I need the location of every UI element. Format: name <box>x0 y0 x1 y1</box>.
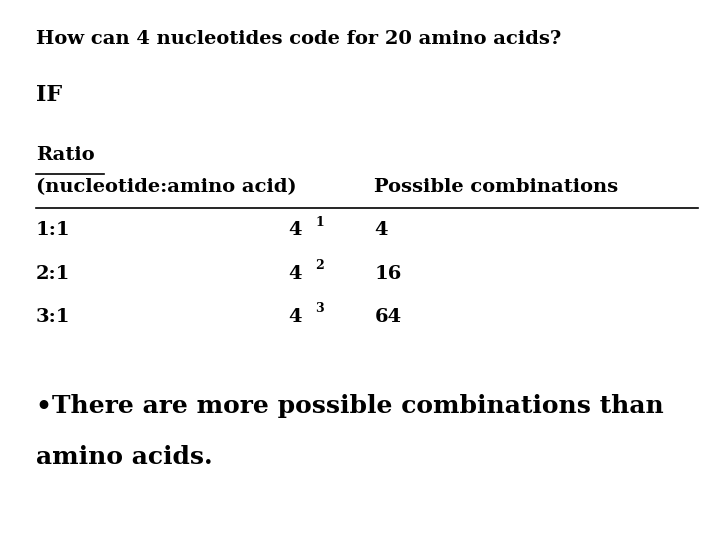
Text: 1: 1 <box>315 216 324 229</box>
Text: How can 4 nucleotides code for 20 amino acids?: How can 4 nucleotides code for 20 amino … <box>36 30 562 48</box>
Text: Ratio: Ratio <box>36 146 94 164</box>
Text: 4: 4 <box>288 221 302 239</box>
Text: amino acids.: amino acids. <box>36 446 212 469</box>
Text: •There are more possible combinations than: •There are more possible combinations th… <box>36 394 664 418</box>
Text: 1:1: 1:1 <box>36 221 71 239</box>
Text: 2: 2 <box>315 259 324 272</box>
Text: 16: 16 <box>374 265 402 282</box>
Text: 4: 4 <box>374 221 388 239</box>
Text: 4: 4 <box>288 265 302 282</box>
Text: 64: 64 <box>374 308 402 326</box>
Text: IF: IF <box>36 84 62 106</box>
Text: 2:1: 2:1 <box>36 265 71 282</box>
Text: 3: 3 <box>315 302 324 315</box>
Text: (nucleotide:amino acid): (nucleotide:amino acid) <box>36 178 297 196</box>
Text: 4: 4 <box>288 308 302 326</box>
Text: Possible combinations: Possible combinations <box>374 178 618 196</box>
Text: 3:1: 3:1 <box>36 308 71 326</box>
